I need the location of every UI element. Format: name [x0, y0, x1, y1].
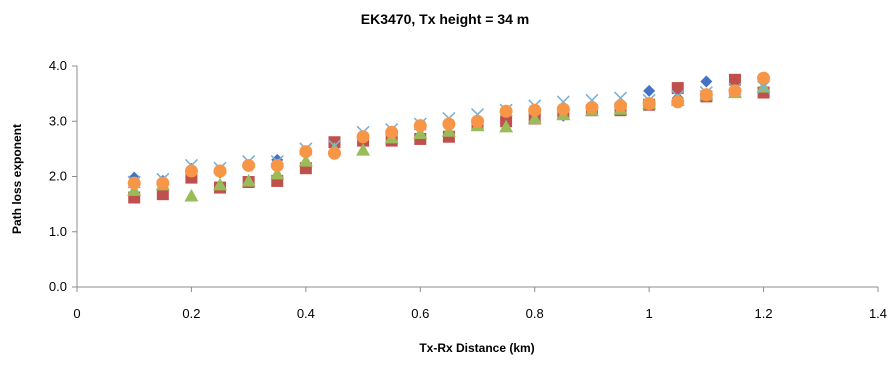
x-tick-label: 0.6 [411, 306, 429, 321]
x-tick-labels: 0 0.2 0.4 0.6 0.8 1 1.2 1.4 [73, 306, 887, 321]
series-square [128, 73, 770, 204]
data-point-circle [327, 146, 341, 160]
x-tick-label: 0 [73, 306, 80, 321]
data-point-circle [585, 100, 599, 114]
data-points [127, 71, 771, 204]
y-tick-label: 4.0 [49, 58, 67, 73]
data-point-diamond [700, 75, 713, 88]
x-tick-label: 0.2 [182, 306, 200, 321]
data-point-circle [614, 99, 628, 113]
data-point-circle [299, 145, 313, 159]
data-point-circle [757, 71, 771, 85]
y-tick-labels: 0.0 1.0 2.0 3.0 4.0 [49, 58, 67, 294]
data-point-triangle [527, 111, 542, 125]
x-tick-label: 0.8 [526, 306, 544, 321]
data-point-triangle [356, 142, 371, 156]
series-circle [127, 71, 771, 190]
data-point-triangle [184, 188, 199, 202]
data-point-circle [413, 119, 427, 133]
y-axis-label: Path loss exponent [10, 124, 24, 234]
data-point-triangle [270, 166, 285, 180]
data-point-circle [499, 104, 513, 118]
data-point-diamond [643, 84, 656, 97]
x-axis-label: Tx-Rx Distance (km) [419, 341, 534, 355]
data-point-triangle [241, 173, 256, 187]
x-tick-label: 1 [646, 306, 653, 321]
data-point-circle [385, 125, 399, 139]
y-tick-label: 1.0 [49, 224, 67, 239]
data-point-square [156, 188, 169, 201]
data-point-square [728, 73, 741, 86]
data-point-circle [642, 97, 656, 111]
data-point-triangle [213, 177, 228, 191]
data-point-circle [556, 102, 570, 116]
data-point-triangle [298, 154, 313, 167]
y-tick-label: 3.0 [49, 113, 67, 128]
data-point-circle [270, 158, 284, 172]
x-tick-label: 0.4 [297, 306, 315, 321]
data-point-circle [471, 114, 484, 128]
data-point-circle [528, 103, 542, 117]
y-tick-label: 0.0 [49, 279, 67, 294]
data-point-circle [213, 164, 227, 178]
y-tick-label: 2.0 [49, 169, 67, 184]
data-point-circle [699, 88, 713, 102]
x-tick-label: 1.4 [869, 306, 887, 321]
data-point-circle [127, 176, 141, 190]
data-point-triangle [499, 119, 514, 133]
axes [72, 65, 879, 292]
data-point-circle [242, 158, 256, 172]
data-point-square [671, 82, 684, 95]
data-point-circle [671, 95, 685, 109]
data-point-circle [156, 176, 170, 190]
data-point-circle [184, 164, 198, 178]
data-point-circle [442, 117, 456, 131]
chart-title: EK3470, Tx height = 34 m [361, 11, 529, 27]
data-point-circle [356, 130, 370, 144]
data-point-triangle [413, 126, 428, 140]
data-point-circle [728, 84, 742, 98]
x-tick-label: 1.2 [755, 306, 773, 321]
